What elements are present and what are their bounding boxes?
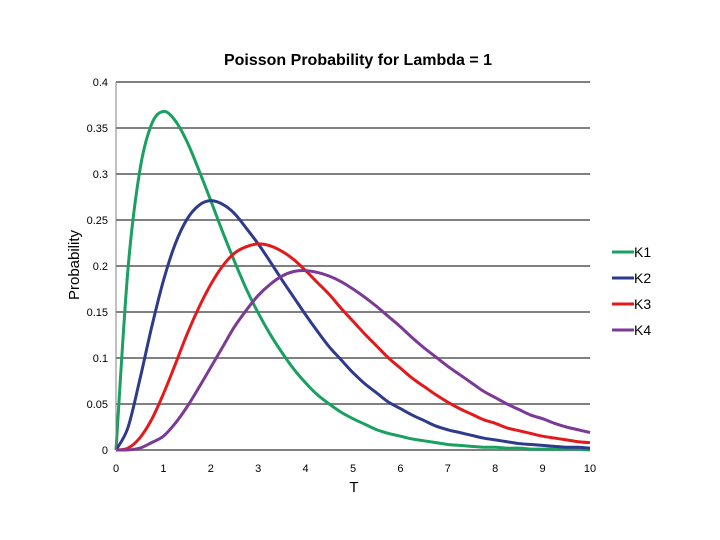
x-tick-label: 5 (350, 463, 356, 475)
x-tick-labels: 0 1 2 3 4 5 6 7 8 9 10 (113, 463, 596, 475)
legend-label-k1: K1 (634, 244, 651, 260)
x-tick-label: 9 (540, 463, 546, 475)
series-lines (114, 109, 591, 452)
series-line-k3 (115, 242, 591, 452)
legend-label-k4: K4 (634, 322, 651, 338)
series-line-k1 (114, 109, 591, 452)
y-tick-label: 0.15 (87, 307, 108, 319)
y-tick-label: 0.05 (87, 399, 108, 411)
x-tick-label: 8 (492, 463, 498, 475)
x-tick-label: 2 (208, 463, 214, 475)
series-line-k2 (114, 199, 591, 451)
x-tick-label: 4 (303, 463, 309, 475)
chart-title: Poisson Probability for Lambda = 1 (224, 52, 492, 69)
x-tick-label: 7 (445, 463, 451, 475)
x-tick-label: 0 (113, 463, 119, 475)
legend-label-k3: K3 (634, 296, 651, 312)
x-tick-label: 6 (397, 463, 403, 475)
series-line-k4 (115, 269, 591, 452)
y-tick-labels: 0 0.05 0.1 0.15 0.2 0.25 0.3 0.35 0.4 (87, 77, 108, 457)
y-tick-label: 0.2 (93, 261, 108, 273)
x-tick-label: 1 (160, 463, 166, 475)
gridlines (116, 81, 590, 451)
y-tick-label: 0.35 (87, 123, 108, 135)
x-tick-label: 10 (584, 463, 596, 475)
y-axis-label: Probability (66, 229, 83, 300)
legend: K1 K2 K3 K4 (612, 244, 651, 338)
y-tick-label: 0.1 (93, 353, 108, 365)
y-tick-label: 0.4 (93, 77, 108, 89)
x-axis-label: T (349, 479, 358, 496)
y-tick-label: 0.3 (93, 169, 108, 181)
y-tick-label: 0 (102, 445, 108, 457)
y-tick-label: 0.25 (87, 215, 108, 227)
x-tick-label: 3 (255, 463, 261, 475)
legend-label-k2: K2 (634, 270, 651, 286)
